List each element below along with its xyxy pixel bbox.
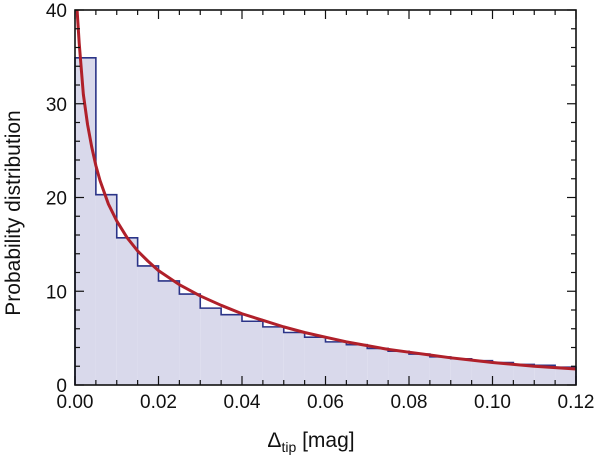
histogram-bar <box>325 341 347 385</box>
histogram-bar <box>200 308 222 385</box>
histogram-bar <box>388 351 409 385</box>
histogram-bar <box>346 344 368 385</box>
tick-labels: 0.00 0.02 0.04 0.06 0.08 0.10 0.12 0 10 20 30 40 <box>46 1 595 413</box>
histogram-bar <box>95 194 117 385</box>
histogram-bar <box>221 314 242 385</box>
plot-content <box>74 10 577 385</box>
x-tick-label: 0.04 <box>224 392 261 413</box>
x-tick-label: 0.10 <box>474 392 511 413</box>
histogram-bar <box>534 365 556 385</box>
histogram-bar <box>137 265 159 385</box>
histogram-bar <box>513 364 535 385</box>
x-tick-label: 0.02 <box>140 392 177 413</box>
histogram-bar <box>492 362 514 385</box>
axes <box>74 9 577 386</box>
histogram-bar <box>116 237 138 385</box>
histogram-bar <box>179 294 201 385</box>
histogram-bar <box>367 348 389 385</box>
x-axis-label-unit: [mag] <box>296 429 354 452</box>
x-tick-label: 0.08 <box>391 392 428 413</box>
x-tick-label: 0.00 <box>57 392 94 413</box>
histogram-bar <box>242 321 263 385</box>
histogram-bar <box>304 337 326 385</box>
x-axis-label: Δtip [mag] <box>267 429 354 455</box>
x-tick-label: 0.06 <box>307 392 344 413</box>
y-tick-label: 20 <box>46 189 67 210</box>
y-tick-label: 10 <box>46 282 67 303</box>
histogram-bar <box>471 360 493 385</box>
fit-curve <box>75 10 576 371</box>
histogram-bar <box>429 356 451 385</box>
y-tick-label: 30 <box>46 95 67 116</box>
y-tick-label: 40 <box>46 1 67 22</box>
histogram-bar <box>409 354 430 385</box>
histogram-bars <box>75 57 576 385</box>
histogram-bar <box>450 358 472 385</box>
histogram-bar <box>158 280 180 385</box>
x-tick-label: 0.12 <box>558 392 595 413</box>
histogram-bar <box>262 326 284 385</box>
y-axis-label: Probability distribution <box>2 110 25 315</box>
histogram-bar <box>555 367 576 385</box>
y-tick-label: 0 <box>56 376 67 397</box>
x-axis-label-main: Δ <box>267 429 281 452</box>
x-axis-label-sub: tip <box>281 439 296 455</box>
histogram-bar <box>283 332 305 385</box>
